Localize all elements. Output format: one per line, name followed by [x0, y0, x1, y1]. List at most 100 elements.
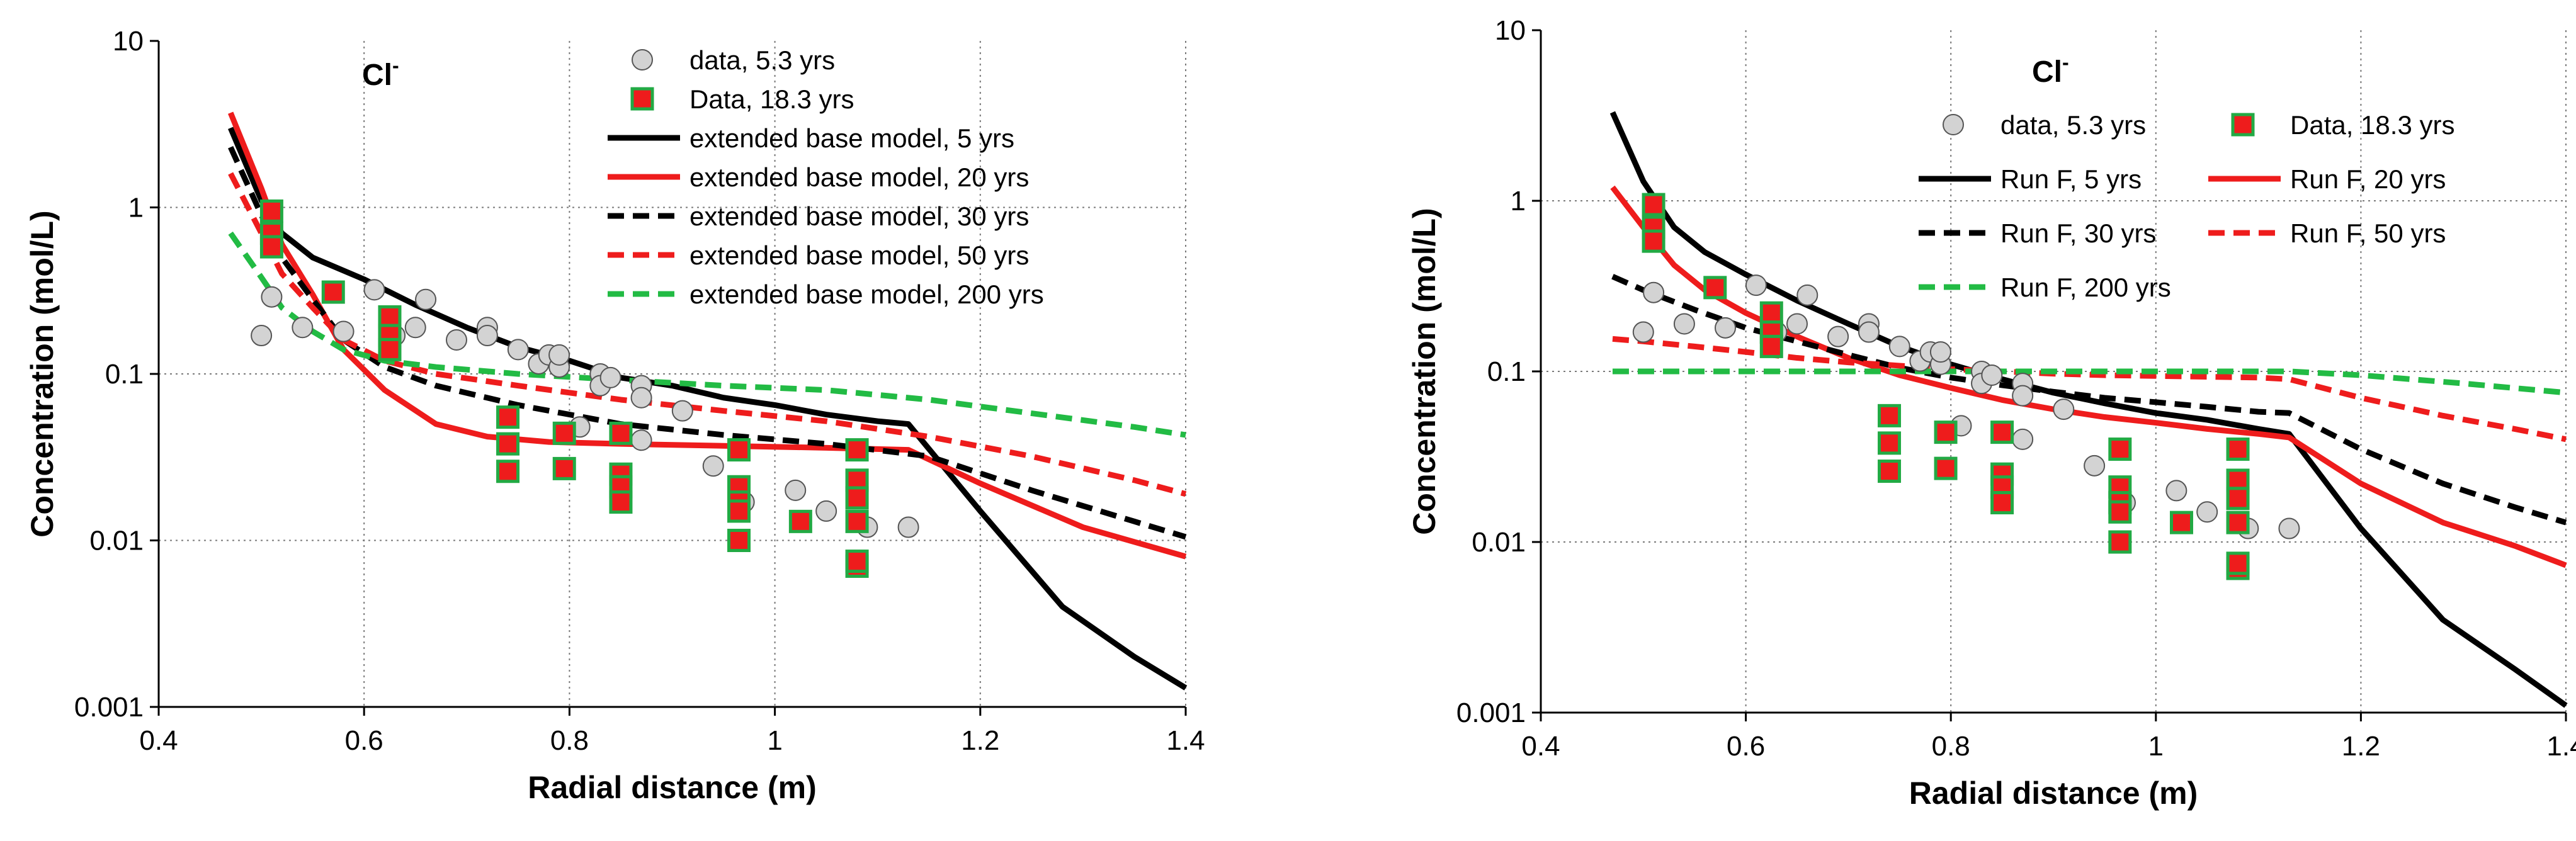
- x-tick-label: 1: [767, 725, 782, 756]
- legend-label: Data, 18.3 yrs: [689, 84, 854, 114]
- data-point-square: [845, 550, 869, 573]
- series-line: [228, 145, 1187, 540]
- legend-label: Run F, 30 yrs: [2000, 218, 2156, 248]
- x-tick-label: 0.6: [345, 725, 383, 756]
- y-tick-label: 0.01: [1472, 527, 1526, 558]
- x-tick-label: 1.4: [2546, 731, 2576, 762]
- data-point-circle: [548, 344, 570, 366]
- y-tick-label: 0.001: [74, 692, 144, 723]
- data-point-square: [2226, 551, 2250, 575]
- data-point-circle: [1643, 281, 1665, 303]
- data-point-circle: [2012, 428, 2034, 450]
- data-point-circle: [1858, 321, 1880, 343]
- y-tick-label: 1: [1511, 186, 1526, 217]
- species-annotation-base: Cl: [362, 59, 392, 92]
- x-axis-title: Radial distance (m): [1909, 776, 2198, 811]
- data-point-circle: [2084, 454, 2106, 477]
- series-line: [228, 172, 1187, 497]
- plot-area: [1609, 111, 2568, 708]
- species-annotation: Cl-: [362, 54, 399, 92]
- x-tick-label: 0.4: [1521, 731, 1560, 762]
- x-tick-label: 1.2: [2342, 731, 2380, 762]
- legend: data, 5.3 yrs Data, 18.3 yrs Run F, 5 yrs R…: [1919, 110, 2454, 302]
- data-point-square: [609, 490, 633, 514]
- data-point-square: [2108, 437, 2132, 461]
- series-line: [228, 231, 1186, 438]
- y-tick-label: 0.01: [89, 526, 144, 556]
- data-point-square: [2108, 530, 2132, 554]
- data-point-circle: [332, 320, 355, 342]
- data-point-square: [1934, 420, 1958, 444]
- data-point-square: [1990, 420, 2014, 444]
- legend-label: extended base model, 50 yrs: [689, 240, 1029, 270]
- legend-label: Run F, 20 yrs: [2290, 164, 2446, 194]
- plot-area: [228, 111, 1188, 691]
- data-point-circle: [2012, 385, 2034, 407]
- legend-symbol-circle: [1943, 114, 1964, 135]
- data-point-square: [1642, 229, 1665, 253]
- x-tick-label: 0.4: [139, 725, 178, 756]
- legend-label: extended base model, 20 yrs: [689, 162, 1029, 192]
- data-point-circle: [2165, 480, 2187, 502]
- data-point-square: [321, 280, 345, 304]
- series-line: [1612, 336, 2567, 443]
- data-point-square: [2226, 511, 2250, 534]
- legend-label: data, 5.3 yrs: [2000, 110, 2146, 140]
- data-point-circle: [2278, 517, 2300, 539]
- data-point-square: [1703, 276, 1727, 300]
- y-tick-label: 0.1: [105, 359, 144, 390]
- x-tick-label: 0.8: [1932, 731, 1970, 762]
- data-point-square: [845, 486, 869, 510]
- data-point-circle: [1786, 313, 1808, 335]
- legend-label: data, 5.3 yrs: [689, 45, 835, 75]
- data-point-square: [845, 509, 869, 533]
- species-annotation-superscript: -: [2062, 51, 2069, 74]
- legend-label: Run F, 50 yrs: [2290, 218, 2446, 248]
- data-point-square: [259, 199, 283, 223]
- data-point-square: [2226, 487, 2250, 511]
- series-line: [1611, 274, 2567, 526]
- data-point-square: [727, 438, 751, 462]
- data-point-square: [1878, 431, 1902, 455]
- species-annotation-base: Cl: [2032, 55, 2062, 89]
- data-point-circle: [404, 317, 426, 339]
- data-point-square: [378, 337, 402, 361]
- x-tick-label: 0.8: [550, 725, 589, 756]
- x-tick-label: 1.4: [1166, 725, 1205, 756]
- species-annotation: Cl-: [2032, 51, 2069, 89]
- data-point-circle: [1673, 313, 1695, 335]
- x-tick-label: 0.6: [1727, 731, 1765, 762]
- legend-label: Run F, 5 yrs: [2000, 164, 2142, 194]
- chart-panel-right: 0.4 0.6 0.8 1 1.2 1.4 0.001 0.01 0.1 1 10 Radial di…: [1288, 0, 2576, 841]
- legend-symbol-circle: [632, 49, 653, 71]
- data-point-square: [552, 456, 576, 480]
- data-point-square: [496, 405, 520, 429]
- data-point-square: [2108, 500, 2132, 524]
- data-point-circle: [1632, 321, 1654, 343]
- legend-label: extended base model, 5 yrs: [689, 123, 1014, 153]
- data-point-circle: [1827, 325, 1849, 347]
- series-line: [1612, 368, 2567, 396]
- data-point-square: [1878, 404, 1902, 427]
- data-point-square: [788, 509, 812, 533]
- legend-label: extended base model, 200 yrs: [689, 279, 1044, 309]
- data-point-circle: [785, 479, 807, 501]
- legend: data, 5.3 yrs Data, 18.3 yrs extended base…: [608, 45, 1044, 309]
- data-point-circle: [1796, 284, 1819, 306]
- data-point-circle: [415, 288, 437, 310]
- data-point-circle: [671, 400, 693, 422]
- data-point-circle: [445, 329, 467, 351]
- data-point-circle: [2196, 501, 2218, 523]
- data-point-circle: [1715, 317, 1737, 339]
- data-point-square: [496, 460, 520, 483]
- data-point-circle: [599, 366, 621, 388]
- data-point-square: [845, 438, 869, 462]
- data-point-circle: [630, 387, 652, 409]
- y-axis-title: Concentration (mol/L): [25, 210, 60, 537]
- data-point-square: [727, 529, 751, 552]
- data-point-circle: [2053, 398, 2075, 420]
- data-point-circle: [897, 516, 919, 538]
- x-tick-label: 1.2: [961, 725, 999, 756]
- data-point-circle: [261, 286, 283, 308]
- legend-symbol-square: [2231, 113, 2255, 137]
